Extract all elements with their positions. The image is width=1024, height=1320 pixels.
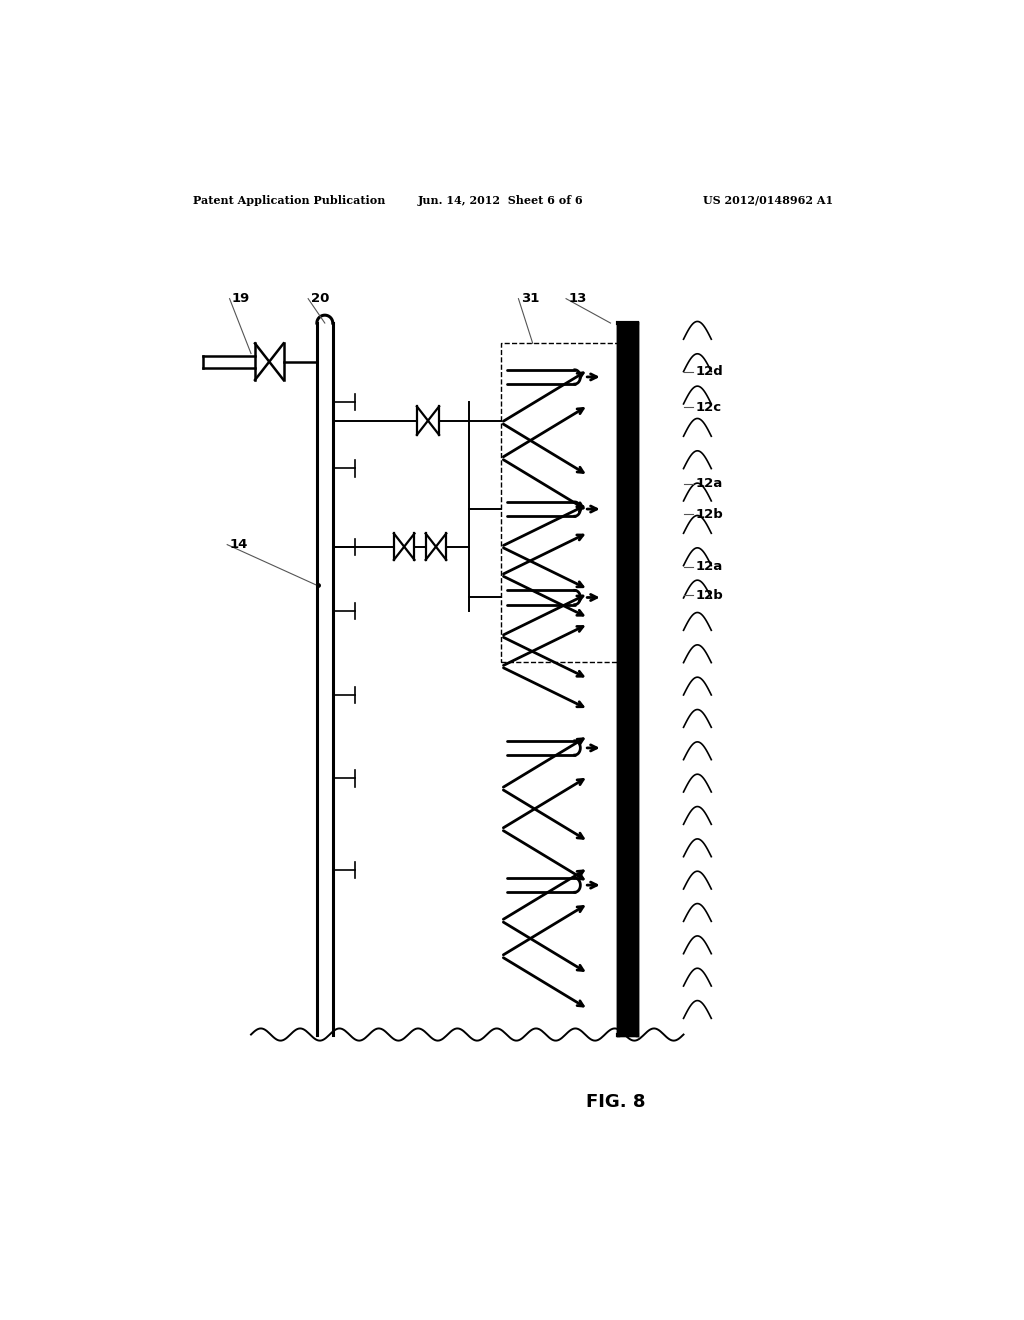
Text: Patent Application Publication: Patent Application Publication <box>194 195 385 206</box>
Bar <box>501 343 618 661</box>
Text: 31: 31 <box>521 292 540 305</box>
Text: US 2012/0148962 A1: US 2012/0148962 A1 <box>703 195 834 206</box>
Text: 12b: 12b <box>695 589 723 602</box>
Text: 19: 19 <box>232 292 250 305</box>
Text: 12a: 12a <box>695 561 723 573</box>
Text: 20: 20 <box>310 292 329 305</box>
Text: Jun. 14, 2012  Sheet 6 of 6: Jun. 14, 2012 Sheet 6 of 6 <box>418 195 584 206</box>
Bar <box>618 323 638 1035</box>
Text: 12d: 12d <box>695 366 723 379</box>
Text: FIG. 8: FIG. 8 <box>587 1093 646 1110</box>
Text: 14: 14 <box>229 539 248 552</box>
Bar <box>618 323 638 1035</box>
Text: 13: 13 <box>568 292 587 305</box>
Text: 12b: 12b <box>695 508 723 520</box>
Text: 12c: 12c <box>695 401 722 414</box>
Text: 12a: 12a <box>695 477 723 490</box>
